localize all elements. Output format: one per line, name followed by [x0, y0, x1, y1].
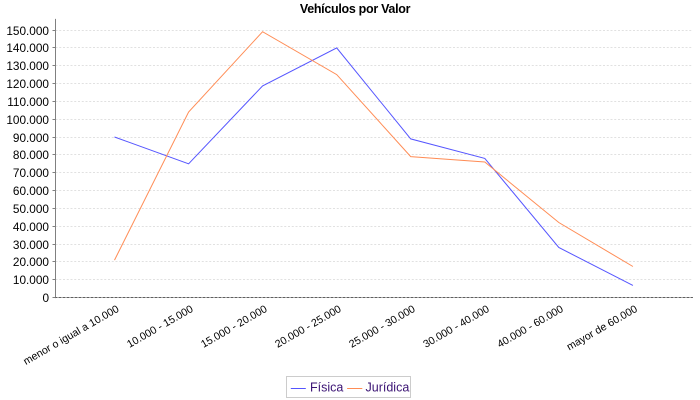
svg-text:90.000: 90.000 — [13, 131, 50, 145]
svg-text:Física: Física — [310, 381, 343, 395]
svg-text:140.000: 140.000 — [6, 41, 49, 55]
svg-text:Jurídica: Jurídica — [366, 381, 410, 395]
svg-text:Vehículos por Valor: Vehículos por Valor — [300, 2, 411, 16]
svg-text:120.000: 120.000 — [6, 77, 49, 91]
svg-text:10.000: 10.000 — [13, 273, 50, 287]
svg-text:60.000: 60.000 — [13, 184, 50, 198]
svg-text:50.000: 50.000 — [13, 202, 50, 216]
svg-text:20.000: 20.000 — [13, 255, 50, 269]
svg-text:40.000: 40.000 — [13, 220, 50, 234]
svg-text:130.000: 130.000 — [6, 59, 49, 73]
svg-text:110.000: 110.000 — [7, 95, 49, 109]
svg-text:30.000: 30.000 — [13, 238, 50, 252]
svg-text:80.000: 80.000 — [13, 148, 50, 162]
svg-text:150.000: 150.000 — [6, 24, 49, 38]
svg-text:100.000: 100.000 — [6, 113, 49, 127]
svg-text:70.000: 70.000 — [13, 166, 50, 180]
svg-text:0: 0 — [42, 291, 49, 305]
